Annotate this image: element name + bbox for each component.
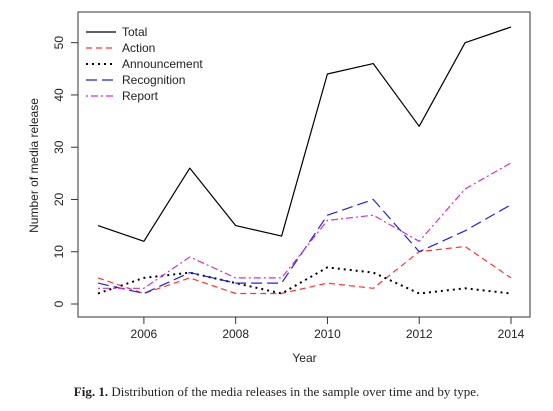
series-line-recognition <box>97 198 512 295</box>
plot-frame <box>77 11 531 318</box>
y-tick-label: 50 <box>52 36 66 50</box>
legend-label-total: Total <box>122 25 147 39</box>
line-chart: 0 10 20 30 40 50 2006 2008 2010 2012 2014 Total Act… <box>27 11 531 365</box>
legend-label-action: Action <box>122 41 155 55</box>
y-axis-label: Number of media release <box>27 98 41 233</box>
y-tick-label: 20 <box>52 192 66 206</box>
legend-label-announcement: Announcement <box>122 57 203 71</box>
axes: 0 10 20 30 40 50 2006 2008 2010 2012 2014 <box>52 11 531 341</box>
x-tick-label: 2014 <box>498 327 525 341</box>
series-layer <box>97 26 512 295</box>
x-tick-label: 2006 <box>131 327 158 341</box>
y-tick-label: 0 <box>52 300 66 307</box>
legend-label-report: Report <box>122 89 159 103</box>
figure-caption: Fig. 1. Distribution of the media releas… <box>0 384 553 400</box>
series-line-action <box>97 245 512 295</box>
y-tick-label: 10 <box>52 245 66 259</box>
y-tick-label: 30 <box>52 140 66 154</box>
series-line-announcement <box>97 266 512 295</box>
caption-label: Fig. 1. <box>73 384 109 399</box>
legend-label-recognition: Recognition <box>122 73 185 87</box>
y-tick-label: 40 <box>52 88 66 102</box>
x-tick-label: 2010 <box>314 327 341 341</box>
x-tick-label: 2008 <box>222 327 249 341</box>
x-tick-label: 2012 <box>406 327 433 341</box>
legend: Total Action Announcement Recognition Report <box>86 25 203 103</box>
caption-text: Distribution of the media releases in th… <box>108 384 480 399</box>
series-line-total <box>97 26 512 242</box>
x-axis-label: Year <box>292 351 316 365</box>
series-line-report <box>98 162 512 289</box>
